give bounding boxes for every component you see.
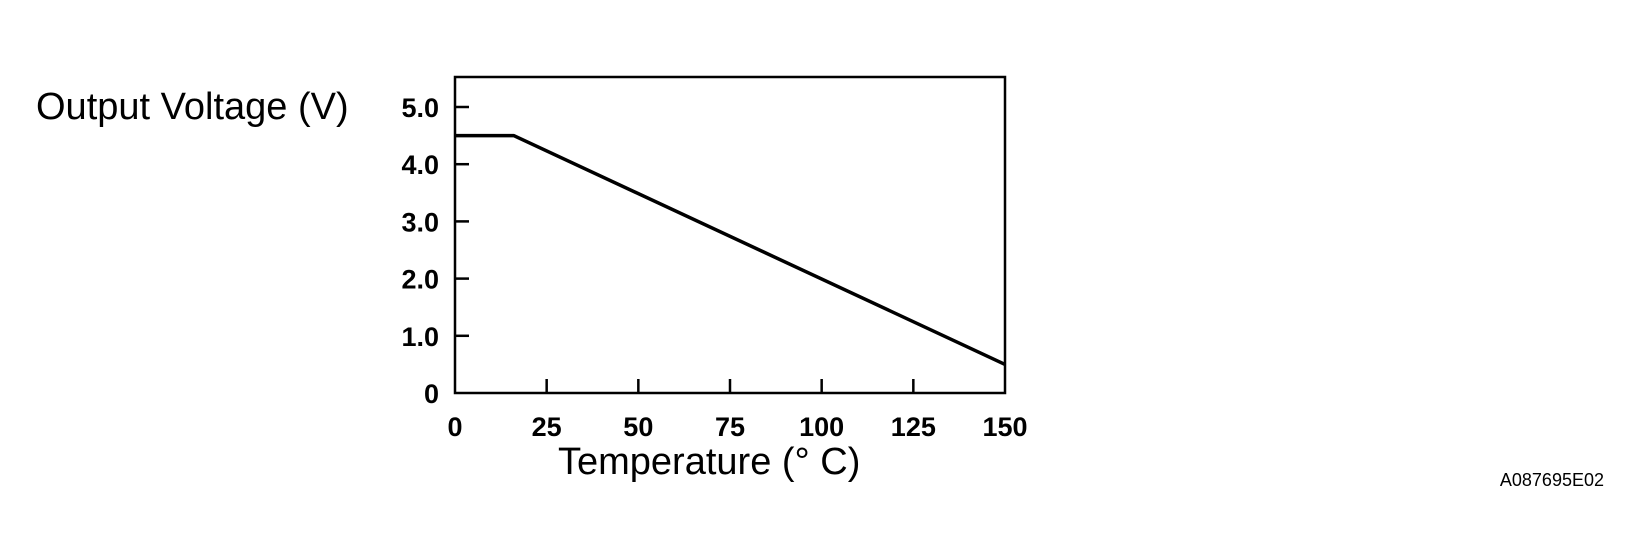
x-tick-label: 0	[447, 412, 462, 442]
y-tick-label: 5.0	[401, 93, 439, 123]
y-tick-label: 4.0	[401, 150, 439, 180]
y-axis-ticks: 0 1.0 2.0 3.0 4.0 5.0	[401, 93, 469, 409]
x-axis-ticks: 0 25 50 75 100 125 150	[447, 379, 1028, 442]
x-tick-label: 125	[891, 412, 936, 442]
y-tick-label: 3.0	[401, 207, 439, 237]
x-tick-label: 150	[982, 412, 1027, 442]
x-tick-label: 50	[623, 412, 653, 442]
series-layer	[455, 133, 1006, 366]
x-tick-label: 25	[532, 412, 562, 442]
x-tick-label: 75	[715, 412, 745, 442]
y-tick-label: 2.0	[401, 265, 439, 295]
y-tick-label: 0	[424, 379, 439, 409]
plot-frame	[453, 75, 1007, 395]
y-tick-label: 1.0	[401, 322, 439, 352]
x-tick-label: 100	[799, 412, 844, 442]
figure-code: A087695E02	[1500, 470, 1604, 490]
y-axis-title: Output Voltage (V)	[36, 86, 349, 128]
x-axis-title: Temperature (° C)	[558, 441, 860, 483]
series-line	[455, 133, 1006, 366]
